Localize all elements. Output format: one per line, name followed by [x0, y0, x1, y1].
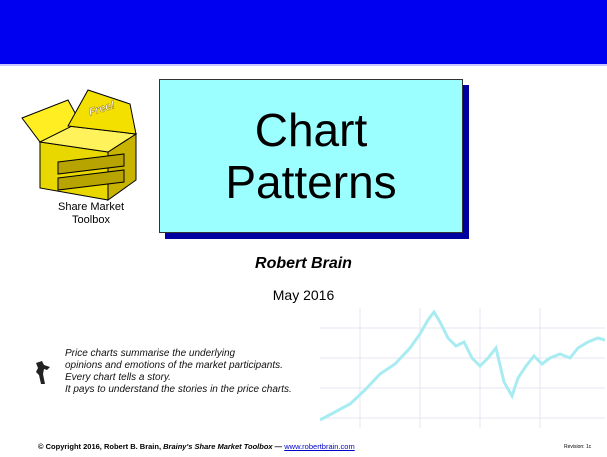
separator: — — [273, 442, 285, 451]
quote: Price charts summarise the underlying op… — [65, 348, 292, 396]
quote-line: It pays to understand the stories in the… — [65, 384, 292, 396]
chart-grid — [320, 308, 605, 428]
footer: © Copyright 2016, Robert B. Brain, Brain… — [38, 442, 355, 451]
title-box: Chart Patterns — [159, 79, 463, 233]
quote-line: Every chart tells a story. — [65, 372, 292, 384]
date: May 2016 — [0, 287, 607, 303]
header-band — [0, 0, 607, 64]
slide: Free! Share Market Toolbox Chart Pattern… — [0, 0, 607, 457]
website-link[interactable]: www.robertbrain.com — [284, 442, 354, 451]
quote-line: Price charts summarise the underlying — [65, 348, 292, 360]
icon-figure — [36, 361, 50, 384]
revision: Revision: 1c — [564, 444, 591, 450]
brand: Brainy's Share Market Toolbox — [163, 442, 272, 451]
label-line: Toolbox — [36, 214, 146, 227]
header-rule — [0, 64, 607, 66]
title-line: Chart — [255, 104, 367, 156]
toolbox-logo: Free! — [18, 82, 148, 204]
author: Robert Brain — [0, 255, 607, 273]
title-line: Patterns — [225, 156, 396, 208]
decorative-chart — [320, 308, 605, 428]
copyright: © Copyright 2016, Robert B. Brain, — [38, 442, 163, 451]
label-line: Share Market — [36, 201, 146, 214]
thinker-icon — [30, 360, 52, 386]
quote-line: opinions and emotions of the market part… — [65, 360, 292, 372]
logo-label: Share Market Toolbox — [36, 201, 146, 227]
